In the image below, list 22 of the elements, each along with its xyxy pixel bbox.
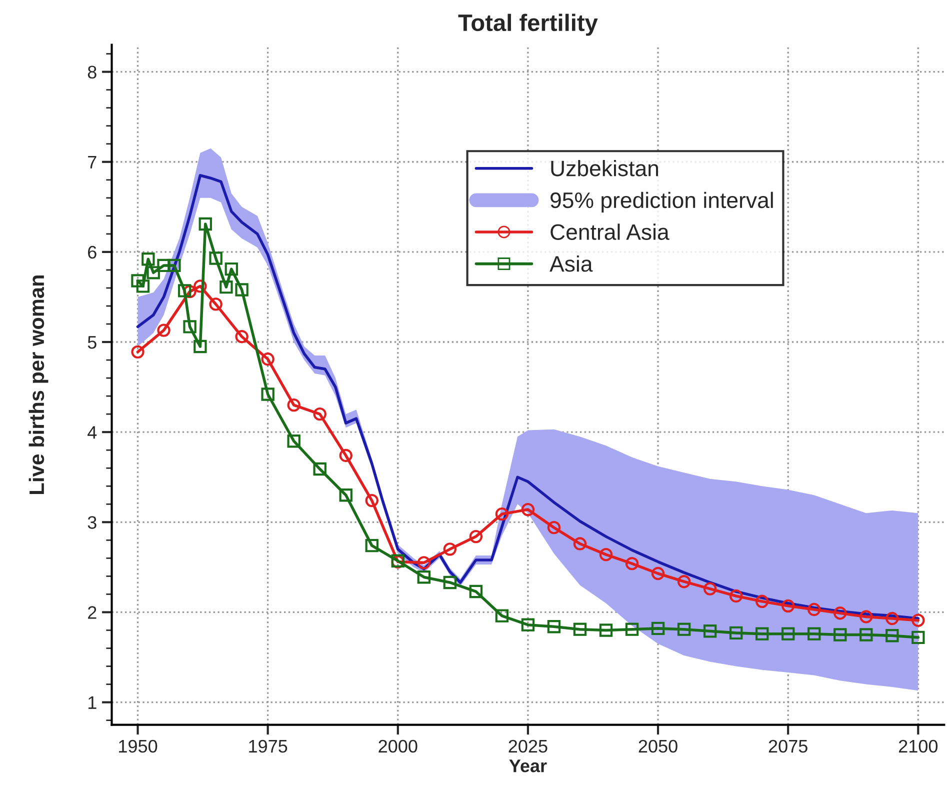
x-tick-label: 2000 — [378, 740, 418, 753]
y-tick-label: 3 — [88, 516, 96, 529]
legend-label: Central Asia — [550, 224, 670, 240]
x-tick-label: 2025 — [508, 740, 548, 753]
y-tick-label: 2 — [88, 606, 96, 619]
y-tick-label: 6 — [88, 246, 96, 259]
legend-label: Uzbekistan — [551, 160, 658, 176]
y-tick-label: 7 — [88, 156, 96, 168]
chart-title: Total fertility — [458, 14, 598, 36]
x-tick-label: 1975 — [249, 740, 288, 753]
x-tick-label: 2050 — [638, 740, 678, 753]
y-tick-label: 4 — [88, 426, 97, 439]
legend-label: 95% prediction interval — [550, 192, 773, 213]
x-tick-label: 2075 — [768, 740, 808, 753]
x-tick-label: 2100 — [898, 740, 938, 753]
x-tick-label: 1950 — [119, 740, 158, 753]
y-tick-label: 5 — [88, 336, 96, 349]
y-axis-title: Live births per woman — [28, 276, 48, 494]
legend-label: Asia — [550, 255, 593, 272]
x-axis-title: Year — [509, 760, 547, 772]
y-tick-label: 1 — [88, 696, 96, 709]
y-tick-label: 8 — [88, 66, 96, 79]
